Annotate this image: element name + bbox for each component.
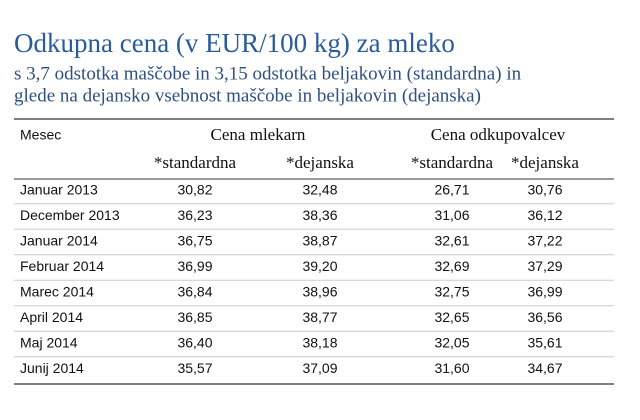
row-label: Januar 2014 bbox=[20, 233, 98, 249]
cell-value: 36,40 bbox=[177, 335, 212, 351]
cell-value: 34,67 bbox=[527, 360, 562, 376]
cell-value: 32,65 bbox=[434, 309, 469, 325]
row-label: Februar 2014 bbox=[20, 258, 104, 274]
column-header: *dejanska bbox=[286, 153, 354, 172]
cell-value: 35,57 bbox=[177, 360, 212, 376]
cell-value: 37,29 bbox=[527, 258, 562, 274]
cell-value: 32,48 bbox=[302, 182, 337, 198]
cell-value: 38,87 bbox=[302, 233, 337, 249]
cell-value: 39,20 bbox=[302, 258, 337, 274]
cell-value: 36,75 bbox=[177, 233, 212, 249]
column-header: *standardna bbox=[411, 153, 494, 172]
row-label: December 2013 bbox=[20, 207, 120, 223]
cell-value: 38,18 bbox=[302, 335, 337, 351]
cell-value: 30,76 bbox=[527, 182, 562, 198]
subtitle-line: s 3,7 odstotka maščobe in 3,15 odstotka … bbox=[14, 63, 522, 84]
cell-value: 35,61 bbox=[527, 335, 562, 351]
cell-value: 37,22 bbox=[527, 233, 562, 249]
group-header: Cena odkupovalcev bbox=[431, 125, 566, 144]
cell-value: 31,60 bbox=[434, 360, 469, 376]
subtitle-line: glede na dejansko vsebnost maščobe in be… bbox=[14, 85, 481, 106]
cell-value: 32,05 bbox=[434, 335, 469, 351]
row-label: Junij 2014 bbox=[20, 360, 84, 376]
cell-value: 36,99 bbox=[527, 284, 562, 300]
cell-value: 36,99 bbox=[177, 258, 212, 274]
cell-value: 32,75 bbox=[434, 284, 469, 300]
cell-value: 31,06 bbox=[434, 207, 469, 223]
cell-value: 26,71 bbox=[434, 182, 469, 198]
column-header: Mesec bbox=[20, 127, 61, 143]
cell-value: 32,69 bbox=[434, 258, 469, 274]
cell-value: 37,09 bbox=[302, 360, 337, 376]
column-header: *standardna bbox=[154, 153, 237, 172]
title: Odkupna cena (v EUR/100 kg) za mleko bbox=[14, 28, 455, 58]
row-label: Januar 2013 bbox=[20, 182, 98, 198]
row-label: April 2014 bbox=[20, 309, 83, 325]
cell-value: 36,23 bbox=[177, 207, 212, 223]
cell-value: 30,82 bbox=[177, 182, 212, 198]
column-header: *dejanska bbox=[511, 153, 579, 172]
cell-value: 36,85 bbox=[177, 309, 212, 325]
cell-value: 38,77 bbox=[302, 309, 337, 325]
cell-value: 32,61 bbox=[434, 233, 469, 249]
cell-value: 36,84 bbox=[177, 284, 212, 300]
cell-value: 36,56 bbox=[527, 309, 562, 325]
cell-value: 38,36 bbox=[302, 207, 337, 223]
group-header: Cena mlekarn bbox=[211, 125, 306, 144]
cell-value: 36,12 bbox=[527, 207, 562, 223]
row-label: Marec 2014 bbox=[20, 284, 94, 300]
cell-value: 38,96 bbox=[302, 284, 337, 300]
row-label: Maj 2014 bbox=[20, 335, 78, 351]
